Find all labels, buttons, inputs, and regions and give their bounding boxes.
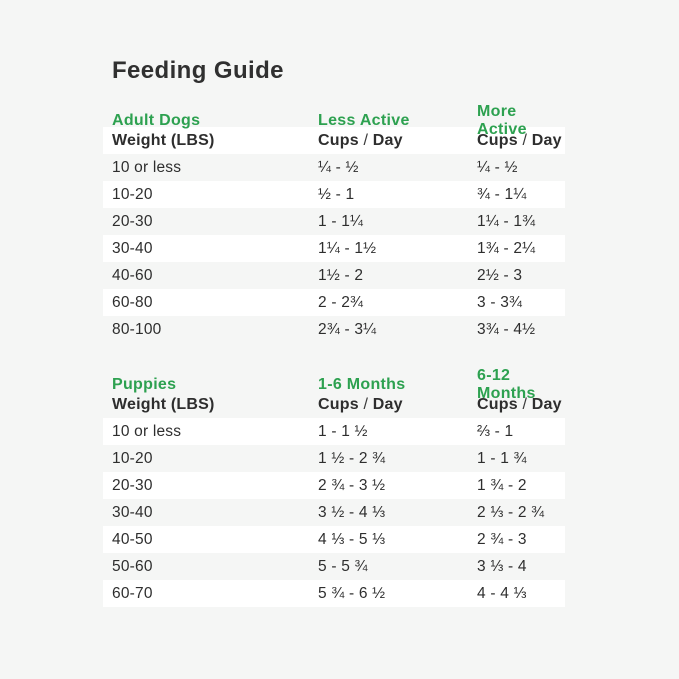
more-active-cell: 1¼ - 1¾	[477, 212, 536, 230]
weight-header: Weight (LBS)	[112, 395, 215, 413]
column-label-1-6-months: 1-6 Months	[318, 376, 406, 393]
table-row: 60-80 2 - 2¾ 3 - 3¾	[103, 289, 565, 316]
weight-cell: 40-50	[112, 530, 153, 548]
column-label-less-active: Less Active	[318, 112, 410, 129]
weight-cell: 20-30	[112, 212, 153, 230]
cups-label: Cups	[477, 131, 518, 149]
day-label: Day	[372, 395, 403, 413]
table-row: 10 or less 1 - 1 ½ ⅔ - 1	[103, 418, 565, 445]
table-row: 80-100 2¾ - 3¼ 3¾ - 4½	[103, 316, 565, 343]
slash-separator: /	[363, 131, 369, 149]
cups-label: Cups	[477, 395, 518, 413]
puppies-column-header-row: Weight (LBS) Cups / Day Cups / Day	[103, 391, 565, 418]
table-row: 60-70 5 ¾ - 6 ½ 4 - 4 ⅓	[103, 580, 565, 607]
months-1-6-cell: 4 ⅓ - 5 ⅓	[318, 530, 386, 548]
weight-cell: 60-80	[112, 293, 153, 311]
day-label: Day	[531, 131, 562, 149]
slash-separator: /	[522, 131, 528, 149]
adult-dogs-table: Adult Dogs Less Active More Active Weigh…	[103, 103, 565, 343]
months-1-6-cell: 2 ¾ - 3 ½	[318, 476, 386, 494]
cups-label: Cups	[318, 395, 359, 413]
adult-section-header-row: Adult Dogs Less Active More Active	[103, 103, 565, 138]
cups-day-header-1-6-months: Cups / Day	[318, 396, 477, 414]
weight-cell: 60-70	[112, 584, 153, 602]
day-label: Day	[372, 131, 403, 149]
table-row: 50-60 5 - 5 ¾ 3 ⅓ - 4	[103, 553, 565, 580]
more-active-cell: 1¾ - 2¼	[477, 239, 536, 257]
months-1-6-cell: 5 - 5 ¾	[318, 557, 368, 575]
section-label-puppies: Puppies	[112, 376, 177, 393]
months-1-6-cell: 1 ½ - 2 ¾	[318, 449, 386, 467]
months-6-12-cell: 1 - 1 ¾	[477, 449, 527, 467]
cups-label: Cups	[318, 131, 359, 149]
less-active-cell: 2¾ - 3¼	[318, 320, 377, 338]
months-1-6-cell: 1 - 1 ½	[318, 422, 368, 440]
column-label-more-active: More Active	[477, 103, 527, 138]
slash-separator: /	[363, 395, 369, 413]
adult-column-header-row: Weight (LBS) Cups / Day Cups / Day	[103, 127, 565, 154]
weight-cell: 10-20	[112, 449, 153, 467]
weight-cell: 30-40	[112, 503, 153, 521]
cups-day-header-more-active: Cups / Day	[477, 132, 565, 150]
more-active-cell: 2½ - 3	[477, 266, 523, 284]
months-1-6-cell: 3 ½ - 4 ⅓	[318, 503, 386, 521]
cups-day-header-less-active: Cups / Day	[318, 132, 477, 150]
less-active-cell: ¼ - ½	[318, 158, 359, 176]
more-active-cell: ¾ - 1¼	[477, 185, 527, 203]
less-active-cell: 2 - 2¾	[318, 293, 364, 311]
weight-cell: 10 or less	[112, 422, 182, 440]
table-row: 10-20 1 ½ - 2 ¾ 1 - 1 ¾	[103, 445, 565, 472]
table-row: 30-40 1¼ - 1½ 1¾ - 2¼	[103, 235, 565, 262]
section-label-adult-dogs: Adult Dogs	[112, 112, 201, 129]
day-label: Day	[531, 395, 562, 413]
cups-day-header-6-12-months: Cups / Day	[477, 396, 565, 414]
table-row: 20-30 1 - 1¼ 1¼ - 1¾	[103, 208, 565, 235]
months-6-12-cell: 3 ⅓ - 4	[477, 557, 527, 575]
table-row: 40-50 4 ⅓ - 5 ⅓ 2 ¾ - 3	[103, 526, 565, 553]
less-active-cell: 1¼ - 1½	[318, 239, 377, 257]
months-1-6-cell: 5 ¾ - 6 ½	[318, 584, 386, 602]
less-active-cell: 1 - 1¼	[318, 212, 364, 230]
months-6-12-cell: 1 ¾ - 2	[477, 476, 527, 494]
puppies-table: Puppies 1-6 Months 6-12 Months Weight (L…	[103, 367, 565, 607]
weight-cell: 80-100	[112, 320, 162, 338]
months-6-12-cell: 4 - 4 ⅓	[477, 584, 527, 602]
table-row: 40-60 1½ - 2 2½ - 3	[103, 262, 565, 289]
weight-cell: 50-60	[112, 557, 153, 575]
table-row: 10 or less ¼ - ½ ¼ - ½	[103, 154, 565, 181]
weight-cell: 10 or less	[112, 158, 182, 176]
less-active-cell: 1½ - 2	[318, 266, 364, 284]
more-active-cell: 3¾ - 4½	[477, 320, 536, 338]
weight-cell: 30-40	[112, 239, 153, 257]
page-title: Feeding Guide	[112, 57, 284, 84]
table-row: 30-40 3 ½ - 4 ⅓ 2 ⅓ - 2 ¾	[103, 499, 565, 526]
puppies-section-header-row: Puppies 1-6 Months 6-12 Months	[103, 367, 565, 402]
column-label-6-12-months: 6-12 Months	[477, 367, 536, 402]
more-active-cell: ¼ - ½	[477, 158, 518, 176]
weight-cell: 10-20	[112, 185, 153, 203]
months-6-12-cell: 2 ¾ - 3	[477, 530, 527, 548]
slash-separator: /	[522, 395, 528, 413]
weight-cell: 40-60	[112, 266, 153, 284]
table-row: 10-20 ½ - 1 ¾ - 1¼	[103, 181, 565, 208]
table-row: 20-30 2 ¾ - 3 ½ 1 ¾ - 2	[103, 472, 565, 499]
less-active-cell: ½ - 1	[318, 185, 355, 203]
weight-cell: 20-30	[112, 476, 153, 494]
more-active-cell: 3 - 3¾	[477, 293, 523, 311]
months-6-12-cell: 2 ⅓ - 2 ¾	[477, 503, 545, 521]
weight-header: Weight (LBS)	[112, 131, 215, 149]
months-6-12-cell: ⅔ - 1	[477, 422, 514, 440]
